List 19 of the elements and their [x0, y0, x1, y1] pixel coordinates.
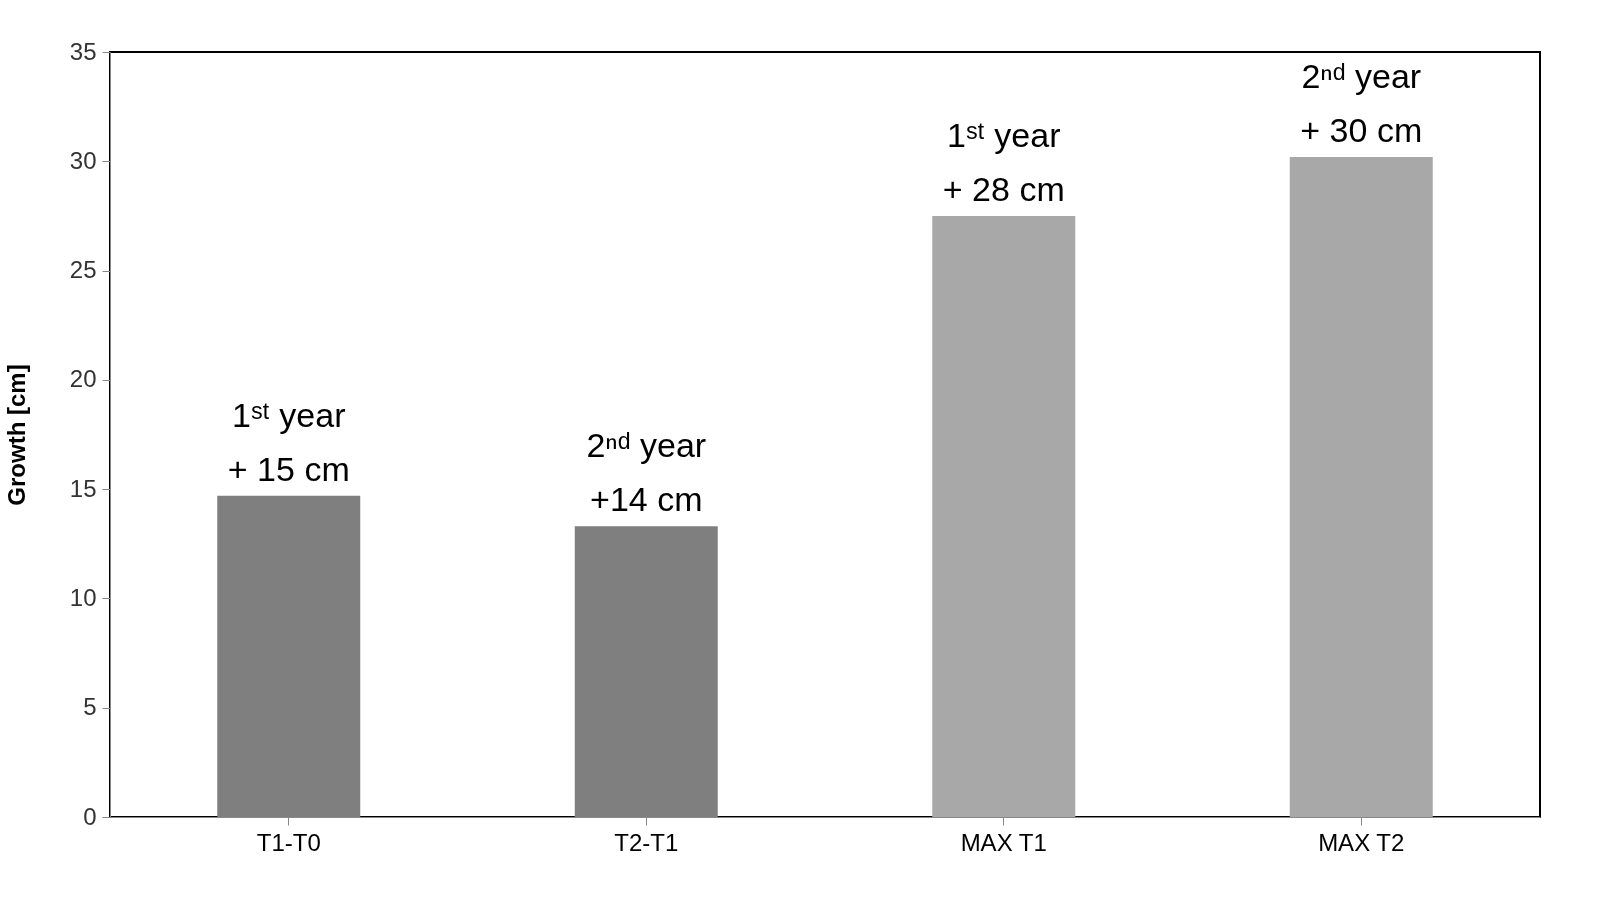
bar — [932, 215, 1076, 817]
x-tick-label: T1-T0 — [256, 828, 321, 856]
y-axis-title: Growth [cm] — [2, 364, 30, 506]
bar — [1289, 156, 1433, 817]
annotation: 2ⁿᵈ year +14 cm — [586, 426, 707, 519]
y-tick-label: 20 — [69, 365, 97, 393]
y-tick-label: 0 — [83, 802, 97, 830]
x-tick-label: MAX T1 — [960, 828, 1047, 856]
annotation: 2ⁿᵈ year + 30 cm — [1300, 56, 1423, 149]
annotation: 1ˢᵗ year + 28 cm — [942, 115, 1065, 208]
x-tick-label: T2-T1 — [614, 828, 679, 856]
y-tick-label: 35 — [69, 37, 97, 65]
annotation: 1ˢᵗ year + 15 cm — [227, 395, 350, 488]
y-tick-label: 15 — [69, 474, 97, 502]
y-tick-label: 10 — [69, 583, 97, 611]
y-tick-label: 30 — [69, 146, 97, 174]
y-tick-label: 5 — [83, 693, 97, 721]
x-tick-label: MAX T2 — [1318, 828, 1405, 856]
y-tick-label: 25 — [69, 256, 97, 284]
